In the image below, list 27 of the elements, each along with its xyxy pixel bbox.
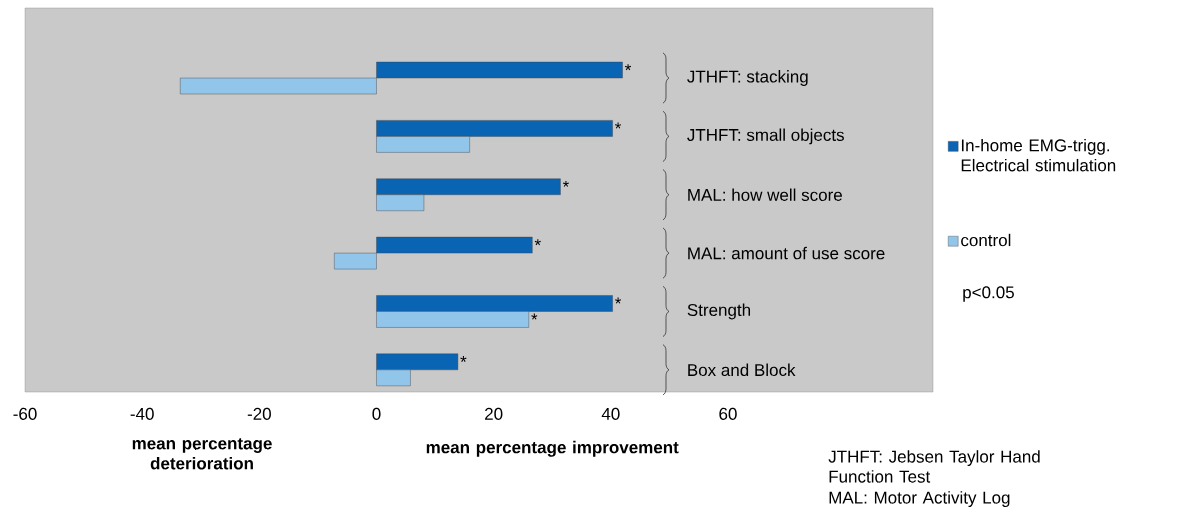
x-tick-label: 40 — [601, 407, 620, 420]
annotation: * — [562, 180, 569, 187]
annotation: * — [615, 122, 622, 129]
x-tick-label: 0 — [372, 407, 381, 420]
legend-label: control — [961, 233, 1011, 247]
annotation: * — [624, 64, 632, 71]
text: JTHFT: Jebsen Taylor Hand Function Test — [828, 450, 1040, 483]
text: MAL: Motor Activity Log — [829, 491, 1010, 508]
y-tick-label: Strength — [687, 303, 751, 320]
x-tick-label: -60 — [13, 407, 37, 420]
y-tick-label: Box and Block — [688, 363, 796, 377]
x-tick-label: -40 — [130, 407, 154, 420]
y-tick-label: JTHFT: small objects — [687, 128, 844, 145]
annotation: * — [615, 297, 622, 304]
x-axis-title: mean percentage improvement — [426, 440, 679, 457]
text: mean percentage deterioration — [132, 438, 272, 470]
annotation: * — [534, 239, 541, 246]
annotation: * — [460, 355, 467, 362]
x-tick-label: -20 — [247, 407, 271, 420]
legend-label: In-home EMG-trigg. Electrical stimulation — [961, 138, 1116, 172]
x-tick-label: 60 — [719, 407, 737, 420]
y-tick-label: JTHFT: stacking — [687, 70, 808, 86]
y-tick-label: MAL: amount of use score — [688, 246, 885, 260]
x-tick-label: 20 — [485, 407, 503, 420]
annotation: * — [531, 313, 538, 320]
y-tick-label: MAL: how well score — [688, 188, 842, 201]
text: p<0.05 — [963, 286, 1014, 302]
